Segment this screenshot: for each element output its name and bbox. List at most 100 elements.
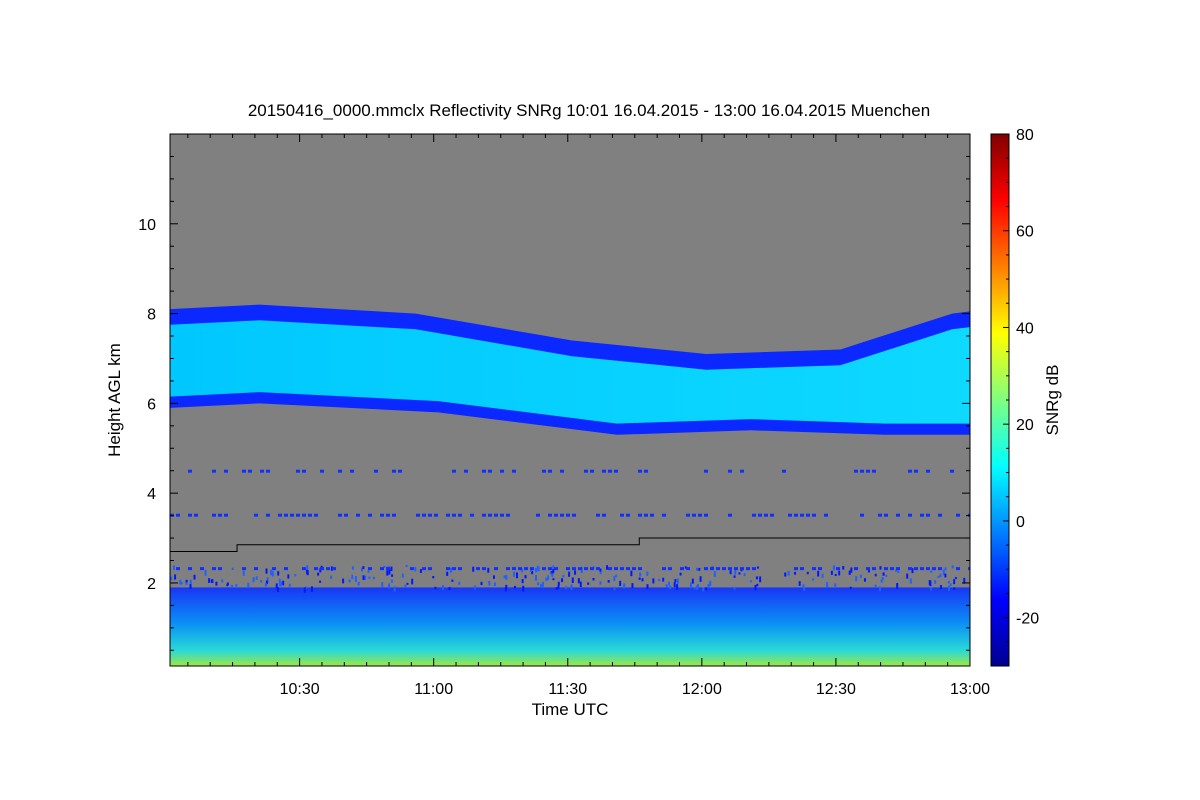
- speckle: [252, 577, 255, 583]
- echo-line-segment: [914, 469, 918, 473]
- echo-line-segment: [212, 513, 216, 517]
- speckle: [579, 581, 582, 588]
- speckle: [949, 583, 952, 586]
- speckle: [441, 585, 444, 590]
- echo-line-segment: [866, 567, 870, 571]
- echo-line-segment: [242, 567, 246, 571]
- echo-line-segment: [338, 469, 342, 473]
- echo-line-segment: [638, 567, 642, 571]
- speckle: [348, 579, 351, 583]
- speckle: [304, 586, 307, 589]
- speckle: [867, 568, 870, 573]
- speckle: [691, 578, 694, 584]
- speckle: [928, 580, 931, 585]
- speckle: [405, 565, 408, 568]
- speckle: [493, 582, 496, 586]
- echo-line-segment: [212, 469, 216, 473]
- echo-line-segment: [296, 513, 300, 517]
- echo-line-segment: [500, 513, 504, 517]
- speckle: [817, 570, 820, 577]
- speckle: [667, 581, 670, 586]
- speckle: [630, 570, 633, 577]
- echo-line-segment: [500, 469, 504, 473]
- speckle: [390, 579, 393, 583]
- echo-line-segment: [614, 567, 618, 571]
- speckle: [294, 574, 297, 577]
- echo-line-segment: [266, 469, 270, 473]
- echo-line-segment: [494, 513, 498, 517]
- echo-line-segment: [764, 513, 768, 517]
- echo-line-segment: [644, 513, 648, 517]
- speckle: [185, 580, 188, 585]
- speckle: [756, 583, 759, 587]
- speckle: [547, 575, 550, 581]
- speckle: [599, 568, 602, 572]
- speckle: [552, 578, 555, 581]
- speckle: [592, 577, 595, 581]
- echo-line-segment: [470, 513, 474, 517]
- echo-line-segment: [458, 567, 462, 571]
- speckle: [319, 580, 322, 583]
- echo-line-segment: [452, 469, 456, 473]
- speckle: [351, 566, 354, 570]
- y-tick-label: 8: [147, 307, 156, 324]
- speckle: [674, 579, 677, 583]
- echo-line-segment: [632, 567, 636, 571]
- echo-line-segment: [548, 567, 552, 571]
- echo-line-segment: [332, 567, 336, 571]
- speckle: [242, 570, 245, 576]
- speckle: [534, 575, 537, 581]
- speckle: [951, 565, 954, 569]
- echo-line-segment: [644, 469, 648, 473]
- echo-line-segment: [800, 567, 804, 571]
- speckle: [180, 581, 183, 585]
- echo-line-segment: [188, 513, 192, 517]
- echo-line-segment: [782, 469, 786, 473]
- echo-line-segment: [938, 567, 942, 571]
- echo-line-segment: [638, 469, 642, 473]
- speckle: [565, 586, 568, 590]
- echo-line-segment: [548, 513, 552, 517]
- echo-line-segment: [386, 567, 390, 571]
- speckle: [754, 584, 757, 591]
- speckle: [266, 577, 269, 584]
- echo-line-segment: [620, 513, 624, 517]
- speckle: [535, 567, 538, 573]
- speckle: [702, 587, 705, 592]
- echo-line-segment: [548, 469, 552, 473]
- echo-line-segment: [734, 567, 738, 571]
- speckle: [310, 586, 313, 593]
- echo-line-segment: [452, 567, 456, 571]
- echo-line-segment: [920, 567, 924, 571]
- echo-line-segment: [194, 513, 198, 517]
- echo-line-segment: [302, 567, 306, 571]
- echo-line-segment: [188, 567, 192, 571]
- speckle: [555, 587, 558, 590]
- echo-line-segment: [254, 567, 258, 571]
- speckle: [729, 570, 732, 575]
- echo-line-segment: [914, 567, 918, 571]
- speckle: [288, 583, 291, 587]
- echo-line-segment: [380, 567, 384, 571]
- speckle: [759, 576, 762, 583]
- echo-line-segment: [560, 469, 564, 473]
- echo-line-segment: [860, 513, 864, 517]
- colorbar-tick-label: -20: [1016, 611, 1039, 628]
- speckle: [270, 569, 273, 576]
- echo-line-segment: [926, 469, 930, 473]
- speckle: [662, 577, 665, 582]
- speckle: [930, 570, 933, 573]
- echo-line-segment: [662, 513, 666, 517]
- echo-line-segment: [314, 513, 318, 517]
- speckle: [599, 581, 602, 585]
- speckle: [174, 574, 177, 580]
- echo-line-segment: [770, 513, 774, 517]
- echo-line-segment: [860, 469, 864, 473]
- speckle: [545, 577, 548, 582]
- echo-line-segment: [752, 567, 756, 571]
- speckle: [401, 573, 404, 578]
- speckle: [364, 575, 367, 580]
- speckle: [639, 572, 642, 577]
- speckle: [850, 567, 853, 573]
- speckle: [552, 569, 555, 574]
